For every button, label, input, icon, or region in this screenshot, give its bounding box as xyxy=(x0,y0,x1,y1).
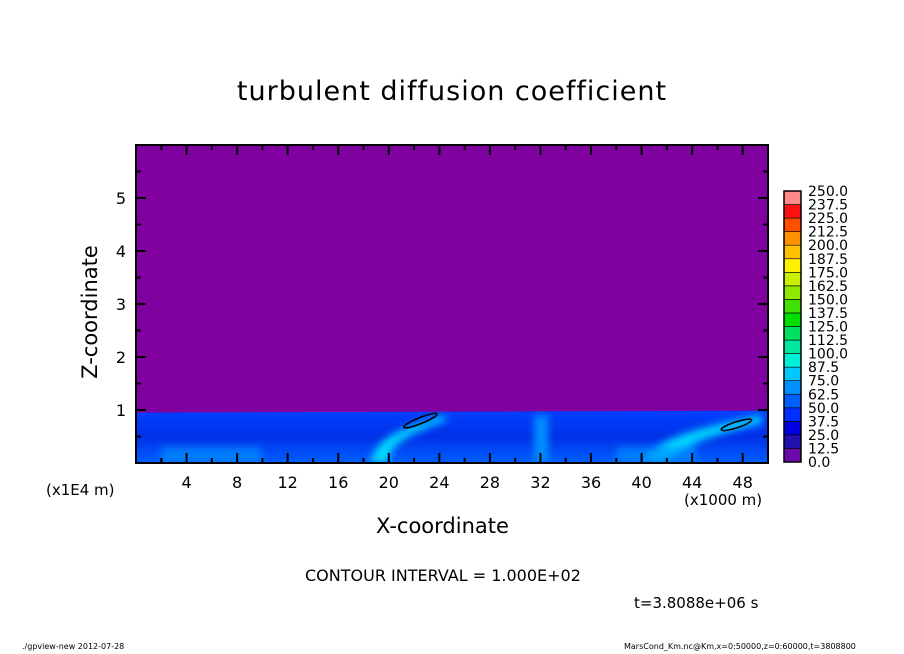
colorbar-label: 162.5 xyxy=(808,279,848,295)
colorbar-label: 175.0 xyxy=(808,265,848,281)
colorbar-swatch xyxy=(783,271,802,287)
x-axis-unit: (x1000 m) xyxy=(684,491,763,509)
time-label: t=3.8088e+06 s xyxy=(634,594,759,612)
y-tick-label: 3 xyxy=(116,295,126,314)
colorbar-label: 150.0 xyxy=(808,292,848,308)
colorbar-label: 125.0 xyxy=(808,320,848,336)
x-tick-label: 20 xyxy=(379,473,399,492)
colorbar-swatch xyxy=(783,366,802,381)
y-tick-label: 1 xyxy=(116,401,126,420)
x-tick-label: 4 xyxy=(181,473,191,492)
colorbar-swatch xyxy=(783,434,802,449)
colorbar-label: 200.0 xyxy=(808,238,848,254)
x-axis-label: X-coordinate xyxy=(376,514,509,538)
background-region xyxy=(136,145,768,463)
colorbar-swatch xyxy=(783,231,802,246)
colorbar-label: 187.5 xyxy=(808,252,848,268)
x-tick-label: 24 xyxy=(429,473,449,492)
x-tick-label: 32 xyxy=(530,473,550,492)
boundary-layer xyxy=(136,410,768,463)
colorbar-swatch xyxy=(783,339,802,354)
colorbar-swatch xyxy=(783,190,802,205)
colorbar-swatch xyxy=(783,393,802,409)
colorbar-swatch xyxy=(783,258,802,273)
colorbar-swatch xyxy=(783,244,802,260)
colorbar-swatch xyxy=(783,299,802,314)
colorbar-swatch xyxy=(783,285,802,300)
colorbar-label: 50.0 xyxy=(808,401,839,417)
colorbar-label: 62.5 xyxy=(808,387,839,403)
x-tick-label: 48 xyxy=(733,473,753,492)
y-tick-label: 2 xyxy=(116,348,126,367)
contour-line xyxy=(402,412,438,429)
colorbar-label: 237.5 xyxy=(808,198,848,214)
colorbar: 0.012.525.037.550.062.575.087.5100.0112.… xyxy=(783,184,848,471)
plume xyxy=(369,415,446,463)
y-tick-label: 5 xyxy=(116,189,126,208)
x-tick-label: 28 xyxy=(480,473,500,492)
colorbar-label: 12.5 xyxy=(808,441,839,457)
footer-right: MarsCond_Km.nc@Km,x=0:50000,z=0:60000,t=… xyxy=(624,642,856,651)
x-tick-label: 40 xyxy=(631,473,651,492)
colorbar-swatch xyxy=(783,448,802,463)
x-tick-label: 44 xyxy=(682,473,702,492)
colorbar-label: 25.0 xyxy=(808,428,839,444)
plume xyxy=(534,415,549,463)
x-tick-label: 16 xyxy=(328,473,348,492)
colorbar-swatch xyxy=(783,204,802,219)
chart-title: turbulent diffusion coefficient xyxy=(236,76,668,107)
colorbar-label: 75.0 xyxy=(808,374,839,390)
colorbar-label: 250.0 xyxy=(808,184,848,200)
y-tick-label: 4 xyxy=(116,242,126,261)
contour-line xyxy=(720,418,753,432)
colorbar-label: 112.5 xyxy=(808,333,848,349)
colorbar-label: 212.5 xyxy=(808,225,848,241)
colorbar-label: 87.5 xyxy=(808,360,839,376)
colorbar-label: 137.5 xyxy=(808,306,848,322)
colorbar-swatch xyxy=(783,312,802,327)
y-axis-unit: (x1E4 m) xyxy=(46,481,115,499)
footer-left: ./gpview-new 2012-07-28 xyxy=(22,642,125,651)
colorbar-swatch xyxy=(783,353,802,368)
colorbar-label: 37.5 xyxy=(808,414,839,430)
colorbar-swatch xyxy=(783,421,802,436)
x-tick-label: 8 xyxy=(232,473,242,492)
plume xyxy=(616,447,697,463)
contour-interval: CONTOUR INTERVAL = 1.000E+02 xyxy=(305,566,581,585)
colorbar-swatch xyxy=(783,407,802,422)
field xyxy=(136,145,768,463)
x-tick-label: 12 xyxy=(278,473,298,492)
x-tick-label: 36 xyxy=(581,473,601,492)
colorbar-label: 225.0 xyxy=(808,211,848,227)
colorbar-swatch xyxy=(783,326,802,341)
colorbar-swatch xyxy=(783,217,802,232)
colorbar-label: 0.0 xyxy=(808,455,830,471)
colorbar-frame xyxy=(783,190,802,463)
colorbar-label: 100.0 xyxy=(808,347,848,363)
colorbar-swatch xyxy=(783,380,802,395)
